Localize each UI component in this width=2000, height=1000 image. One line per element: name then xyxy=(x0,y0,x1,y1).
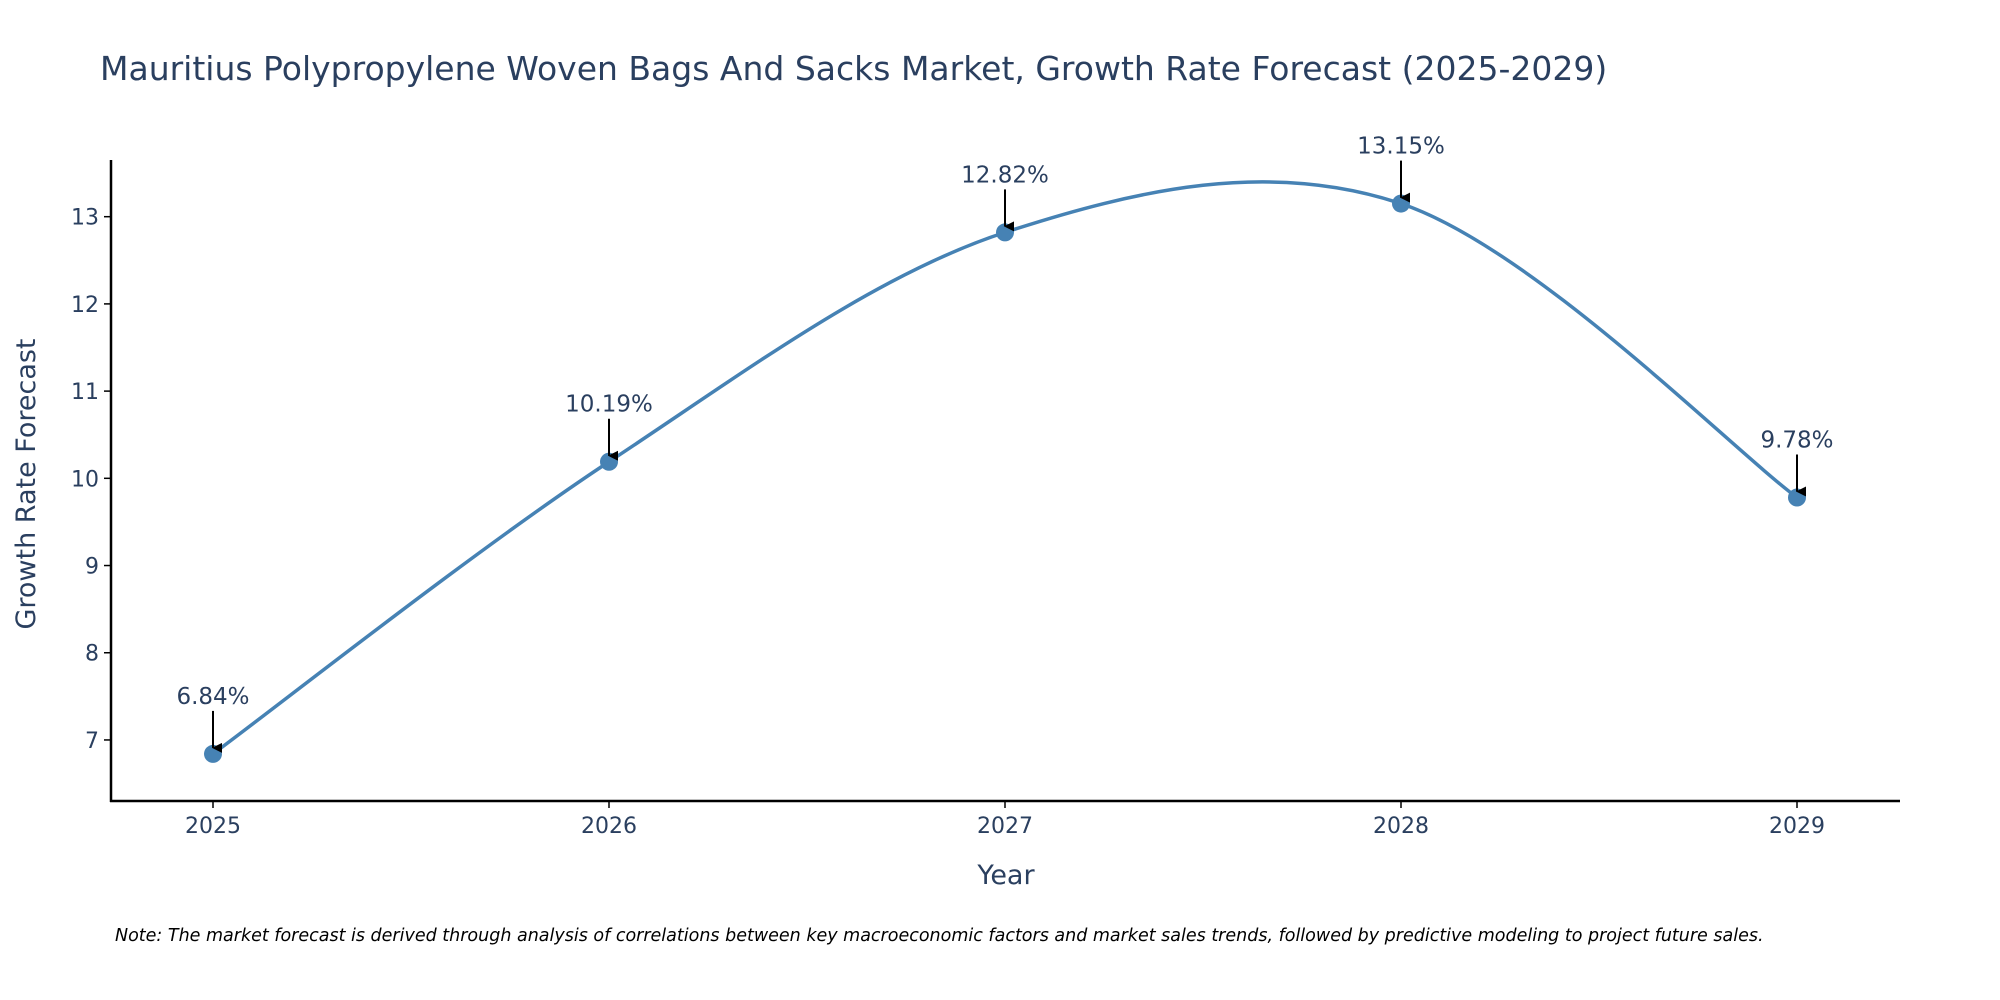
growth-rate-line xyxy=(211,180,1799,756)
x-tick-label: 2027 xyxy=(977,814,1033,839)
footnote: Note: The market forecast is derived thr… xyxy=(115,926,1764,946)
x-tick-label: 2025 xyxy=(185,814,241,839)
data-label: 12.82% xyxy=(961,162,1049,188)
y-axis-title: Growth Rate Forecast xyxy=(11,338,42,629)
x-axis-ticks: 2025 2026 2027 2028 2029 xyxy=(185,801,1825,839)
y-tick-label: 7 xyxy=(85,729,99,754)
x-tick-label: 2028 xyxy=(1373,814,1429,839)
data-label: 6.84% xyxy=(176,684,249,710)
data-label: 13.15% xyxy=(1357,134,1445,160)
x-axis-title: Year xyxy=(976,860,1035,891)
data-label: 10.19% xyxy=(565,392,653,418)
y-tick-label: 8 xyxy=(85,642,99,667)
data-labels: 6.84% 10.19% 12.82% 13.15% 9.78% xyxy=(176,134,1834,753)
x-tick-label: 2026 xyxy=(581,814,637,839)
y-tick-label: 13 xyxy=(71,206,99,231)
y-tick-label: 11 xyxy=(71,380,99,405)
y-tick-label: 9 xyxy=(85,555,99,580)
y-tick-label: 10 xyxy=(71,467,99,492)
y-axis-ticks: 7 8 9 10 11 12 13 xyxy=(71,206,111,754)
y-tick-label: 12 xyxy=(71,293,99,318)
chart-title: Mauritius Polypropylene Woven Bags And S… xyxy=(100,49,1607,88)
x-tick-label: 2029 xyxy=(1769,814,1825,839)
data-label: 9.78% xyxy=(1760,428,1833,454)
data-markers xyxy=(204,194,1806,763)
